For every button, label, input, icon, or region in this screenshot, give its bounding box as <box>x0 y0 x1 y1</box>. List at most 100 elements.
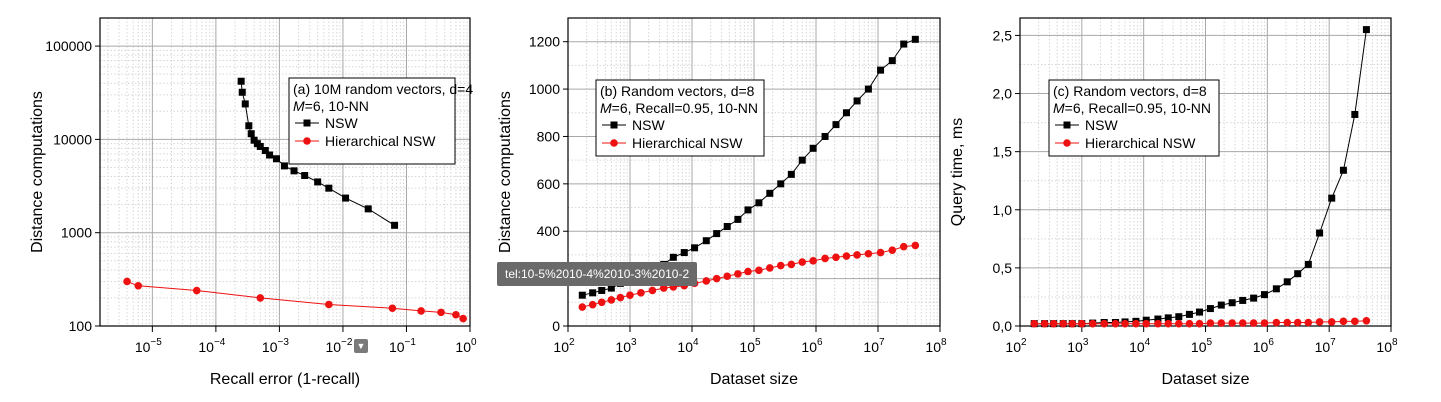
data-point <box>787 260 796 269</box>
data-point <box>417 307 425 315</box>
data-point <box>832 253 840 262</box>
data-point <box>314 178 322 186</box>
legend-marker <box>1063 139 1071 147</box>
x-tick-label: 102 <box>1005 337 1027 355</box>
data-point <box>616 293 625 302</box>
data-point <box>238 88 246 96</box>
data-point <box>702 237 710 245</box>
data-point <box>899 242 908 251</box>
legend-box <box>1048 79 1220 157</box>
data-point <box>1362 316 1371 325</box>
x-tick-label: 10−5 <box>135 337 162 355</box>
data-point <box>192 286 201 295</box>
x-axis-title: Dataset size <box>710 371 798 388</box>
data-point <box>1185 310 1193 318</box>
data-point <box>256 294 265 302</box>
data-point <box>1304 260 1312 268</box>
data-point <box>1100 319 1109 328</box>
data-point <box>766 189 774 197</box>
data-point <box>1164 319 1173 328</box>
data-point <box>734 215 742 223</box>
legend: (b) Random vectors, d=8M=6, Recall=0.95,… <box>595 79 765 157</box>
link-tooltip: tel:10-5%2010-4%2010-3%2010-2 <box>497 262 698 286</box>
data-point <box>1315 318 1324 326</box>
data-point <box>388 304 397 313</box>
data-point <box>1121 319 1129 328</box>
data-point <box>832 121 840 129</box>
data-point <box>1030 319 1039 328</box>
data-point <box>247 130 255 138</box>
data-point <box>245 122 253 130</box>
data-point <box>1272 318 1281 327</box>
data-point <box>1294 270 1302 278</box>
data-point <box>777 180 785 188</box>
data-point <box>1059 319 1068 328</box>
x-tick-label: 107 <box>863 337 885 355</box>
data-point <box>280 162 288 170</box>
x-tick-label: 105 <box>739 337 761 355</box>
chart-panel-1: 10−5 10−4 10−3 10−2 10−1 100 100 1000 10000 10000… <box>29 17 477 388</box>
data-point <box>648 286 657 295</box>
data-point <box>877 66 885 74</box>
y-axis-title: Query time, ms <box>949 118 966 226</box>
legend: (c) Random vectors, d=8M=6, Recall=0.95,… <box>1048 79 1220 157</box>
y-tick-label: 2,5 <box>993 27 1013 43</box>
data-point <box>744 206 752 214</box>
data-point <box>123 277 131 286</box>
data-point <box>364 205 372 213</box>
data-point <box>272 155 280 163</box>
data-point <box>256 142 264 150</box>
data-point <box>459 314 467 323</box>
legend-subtitle: M=6, 10-NN <box>293 98 369 114</box>
data-point <box>1078 319 1086 328</box>
data-point <box>680 249 688 257</box>
x-tick-label: 100 <box>455 337 477 355</box>
data-point <box>755 199 763 207</box>
data-point <box>1238 319 1247 327</box>
data-point <box>1239 296 1247 304</box>
data-point <box>325 184 333 192</box>
y-tick-label: 1200 <box>529 34 560 50</box>
series-line <box>126 281 464 320</box>
data-point <box>1327 318 1336 326</box>
data-point <box>853 251 861 259</box>
data-point <box>578 291 586 299</box>
data-point <box>1260 319 1269 327</box>
legend-label: Hierarchical NSW <box>632 135 743 151</box>
data-point <box>1217 319 1226 327</box>
data-point <box>325 300 333 309</box>
data-point <box>821 254 829 263</box>
data-point <box>1049 319 1058 328</box>
data-point <box>598 286 606 294</box>
y-tick-label: 1,5 <box>993 144 1013 160</box>
data-point <box>626 291 634 300</box>
data-point <box>1154 319 1162 328</box>
x-axis-title: Recall error (1-recall) <box>210 371 360 388</box>
data-point <box>1206 305 1214 313</box>
series-hnsw <box>123 277 467 323</box>
data-point <box>1111 319 1120 328</box>
x-axis-title: Dataset size <box>1161 371 1249 388</box>
data-point <box>809 144 817 152</box>
data-point <box>1339 317 1348 326</box>
data-point <box>1228 299 1236 307</box>
data-point <box>1328 194 1336 202</box>
data-point <box>864 249 873 258</box>
legend-marker <box>610 121 618 129</box>
y-tick-label: 1000 <box>529 81 560 97</box>
data-point <box>888 57 896 65</box>
data-point <box>1293 318 1302 327</box>
y-tick-label: 400 <box>537 223 561 239</box>
chevron-down-icon[interactable]: ▼ <box>354 339 368 353</box>
data-point <box>1068 319 1077 328</box>
y-axis-title: Distance computations <box>29 91 46 253</box>
data-point <box>241 100 249 108</box>
y-tick-label: 2,0 <box>993 86 1013 102</box>
data-point <box>237 77 245 85</box>
legend: (a) 10M random vectors, d=4M=6, 10-NNNSW… <box>288 77 473 165</box>
data-point <box>301 172 309 180</box>
data-point <box>776 261 785 270</box>
data-point <box>607 284 615 292</box>
data-point <box>1362 26 1370 34</box>
data-point <box>589 289 597 297</box>
